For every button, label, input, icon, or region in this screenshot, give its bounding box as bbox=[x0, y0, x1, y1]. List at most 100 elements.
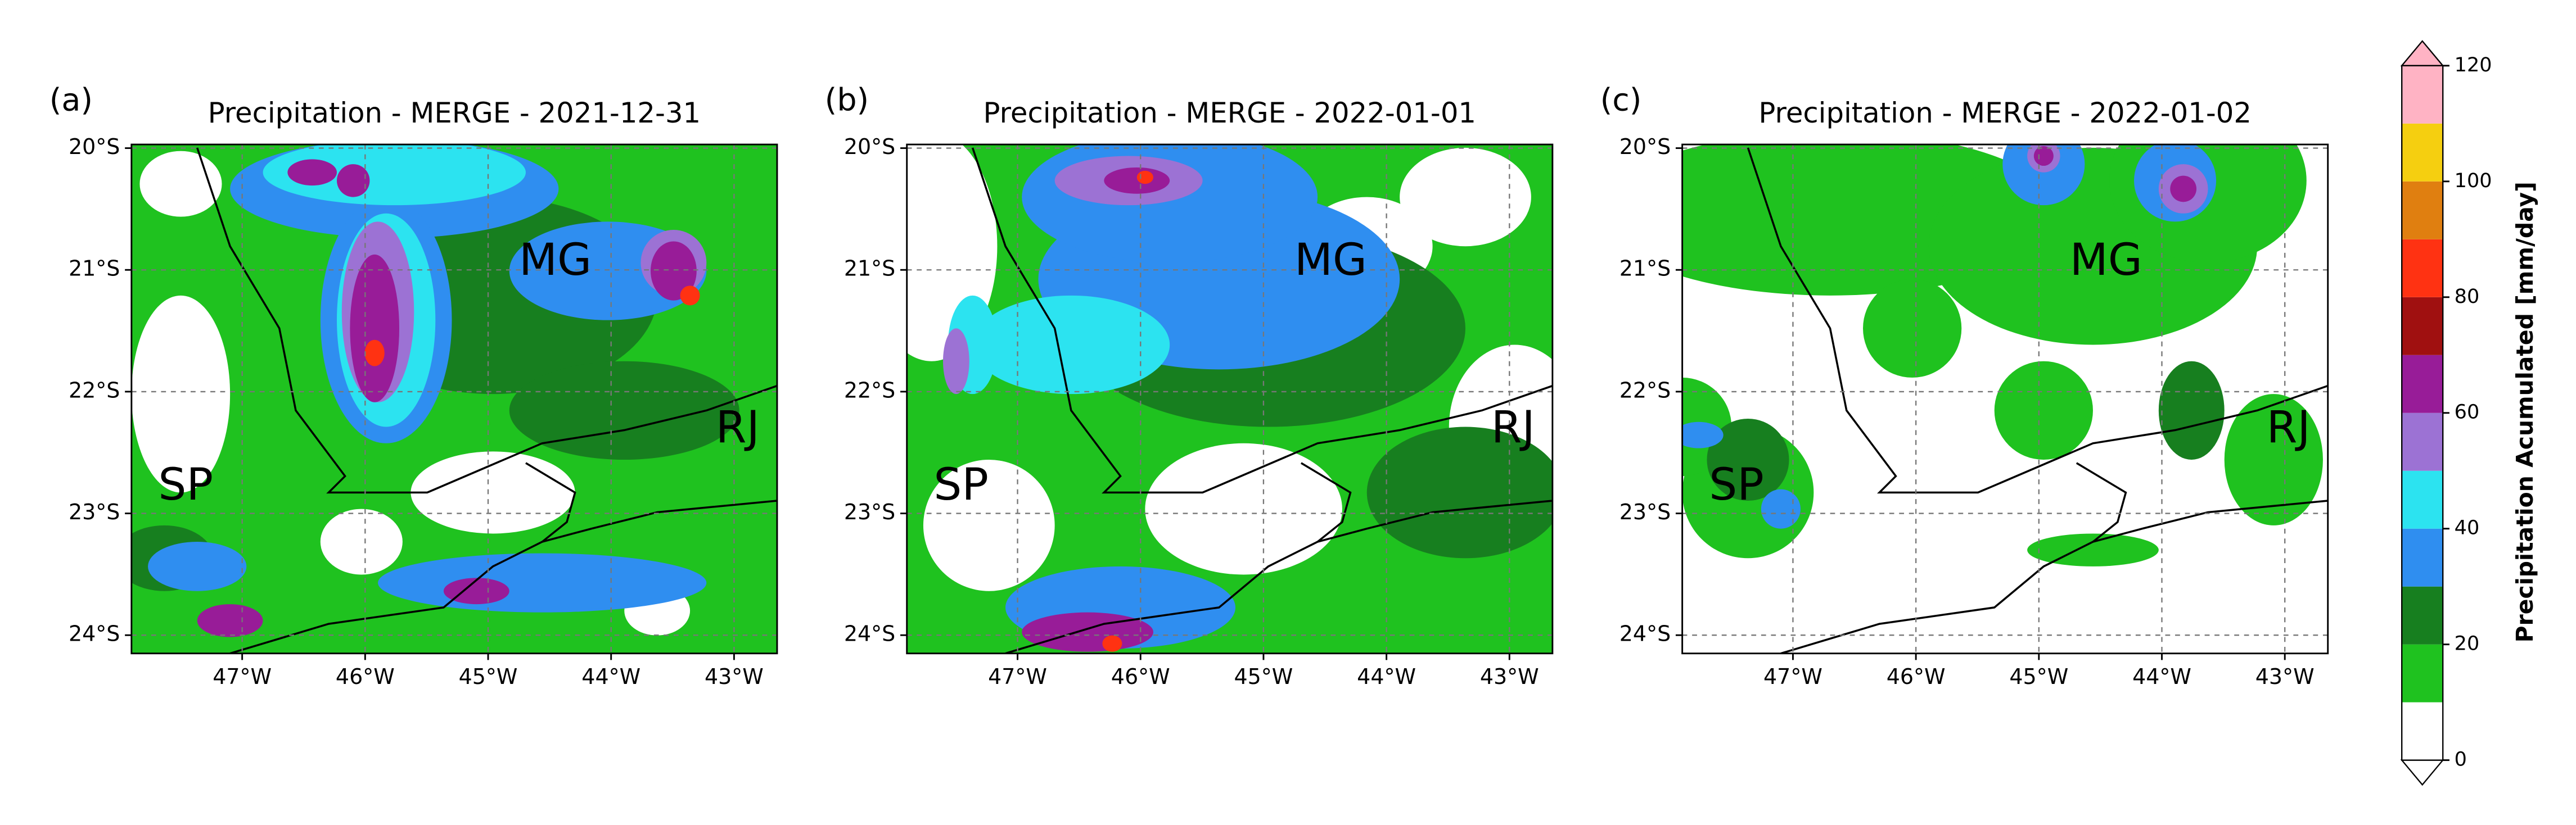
border-line bbox=[971, 147, 1553, 494]
map-frame bbox=[1681, 143, 2329, 655]
region-label: RJ bbox=[716, 401, 760, 453]
precip-area bbox=[197, 604, 263, 637]
border-line bbox=[525, 462, 576, 543]
precip-area bbox=[2027, 533, 2159, 566]
precip-area bbox=[337, 164, 370, 197]
colorbar-band bbox=[2402, 412, 2443, 471]
x-tick-label: 45°W bbox=[1234, 664, 1293, 689]
map-frame bbox=[906, 143, 1554, 655]
precip-area bbox=[1761, 489, 1801, 529]
precip-area bbox=[263, 144, 526, 206]
y-tick-label: 24°S bbox=[1619, 622, 1671, 646]
y-tick-label: 21°S bbox=[1619, 256, 1671, 281]
y-tick-label: 24°S bbox=[69, 622, 120, 646]
y-tick-label: 22°S bbox=[1619, 378, 1671, 402]
precip-area bbox=[972, 295, 1170, 395]
panel-title: Precipitation - MERGE - 2022-01-01 bbox=[984, 97, 1477, 129]
colorbar-band bbox=[2402, 181, 2443, 239]
x-tick-label: 43°W bbox=[2255, 664, 2315, 689]
precip-area bbox=[2033, 146, 2054, 166]
precip-area bbox=[1102, 635, 1122, 652]
x-tick-label: 45°W bbox=[2009, 664, 2068, 689]
precip-area bbox=[1682, 421, 1724, 448]
x-tick-label: 47°W bbox=[213, 664, 272, 689]
x-tick-label: 46°W bbox=[1887, 664, 1946, 689]
precip-area bbox=[443, 578, 509, 605]
region-label: MG bbox=[2070, 234, 2142, 285]
colorbar-extend bbox=[2400, 759, 2444, 786]
precip-area bbox=[2224, 394, 2323, 525]
region-label: SP bbox=[158, 459, 213, 510]
precip-area bbox=[1366, 427, 1553, 559]
precip-area bbox=[1136, 170, 1153, 184]
panel-label: (a) bbox=[49, 81, 93, 118]
border-line bbox=[229, 500, 777, 654]
y-tick-label: 23°S bbox=[1619, 500, 1671, 524]
region-label: RJ bbox=[2267, 401, 2311, 453]
precip-area bbox=[350, 254, 400, 402]
y-tick-label: 23°S bbox=[844, 500, 895, 524]
colorbar-band bbox=[2402, 65, 2443, 124]
colorbar-label: Precipitation Acumulated [mm/day] bbox=[2511, 182, 2538, 642]
precip-area bbox=[287, 159, 337, 186]
panel-title: Precipitation - MERGE - 2022-01-02 bbox=[1758, 97, 2252, 129]
y-tick-label: 21°S bbox=[844, 256, 895, 281]
colorbar-tick-label: 60 bbox=[2455, 401, 2480, 424]
panel: (a) Precipitation - MERGE - 2021-12-31 47°… bbox=[49, 81, 778, 689]
x-tick-label: 43°W bbox=[705, 664, 764, 689]
map-field bbox=[1682, 144, 2328, 654]
y-tick-label: 20°S bbox=[69, 134, 120, 159]
precip-area bbox=[1994, 361, 2093, 460]
x-tick-label: 44°W bbox=[1357, 664, 1416, 689]
panel-label: (b) bbox=[825, 81, 869, 118]
region-label: SP bbox=[933, 459, 989, 510]
precip-area bbox=[1862, 279, 1962, 378]
region-label: SP bbox=[1709, 459, 1764, 510]
map-frame bbox=[130, 143, 778, 655]
colorbar-band bbox=[2402, 239, 2443, 297]
x-tick-label: 46°W bbox=[336, 664, 395, 689]
map-field bbox=[131, 144, 777, 654]
panel: (b) Precipitation - MERGE - 2022-01-01 47°… bbox=[825, 81, 1554, 689]
colorbar-tick-label: 80 bbox=[2455, 285, 2480, 308]
precip-area bbox=[131, 295, 231, 493]
colorbar-extend bbox=[2400, 40, 2444, 67]
panel: (c) Precipitation - MERGE - 2022-01-02 47°… bbox=[1600, 81, 2329, 689]
colorbar-band bbox=[2402, 586, 2443, 645]
region-label: RJ bbox=[1491, 401, 1535, 453]
map-field bbox=[906, 144, 1553, 654]
precip-area bbox=[364, 339, 385, 366]
precip-area bbox=[148, 542, 247, 591]
y-tick-label: 20°S bbox=[844, 134, 895, 159]
colorbar-band bbox=[2402, 528, 2443, 587]
border-line bbox=[1747, 147, 2328, 494]
colorbar-band bbox=[2402, 470, 2443, 529]
y-tick-label: 23°S bbox=[69, 500, 120, 524]
y-tick-label: 21°S bbox=[69, 256, 120, 281]
precip-area bbox=[378, 553, 707, 613]
precip-area bbox=[923, 459, 1055, 591]
border-line bbox=[2076, 462, 2127, 543]
x-tick-label: 46°W bbox=[1111, 664, 1170, 689]
precip-area bbox=[650, 241, 697, 301]
x-tick-label: 43°W bbox=[1480, 664, 1539, 689]
colorbar-tick-label: 100 bbox=[2455, 169, 2492, 192]
precip-area bbox=[1400, 147, 1531, 247]
precip-area bbox=[509, 361, 739, 460]
border-line bbox=[1300, 462, 1352, 543]
precip-area bbox=[943, 328, 969, 395]
colorbar-tick-label: 0 bbox=[2455, 748, 2467, 771]
x-tick-label: 44°W bbox=[581, 664, 640, 689]
colorbar-band bbox=[2402, 123, 2443, 182]
precip-area bbox=[1145, 443, 1342, 575]
x-tick-label: 45°W bbox=[459, 664, 518, 689]
colorbar-band bbox=[2402, 702, 2443, 760]
precip-area bbox=[2002, 144, 2085, 206]
border-line bbox=[1780, 500, 2328, 654]
colorbar-tick-label: 40 bbox=[2455, 516, 2480, 540]
x-tick-label: 47°W bbox=[1763, 664, 1822, 689]
colorbar-tick-label: 20 bbox=[2455, 632, 2480, 655]
panel-title: Precipitation - MERGE - 2021-12-31 bbox=[208, 97, 701, 129]
x-tick-label: 44°W bbox=[2132, 664, 2191, 689]
